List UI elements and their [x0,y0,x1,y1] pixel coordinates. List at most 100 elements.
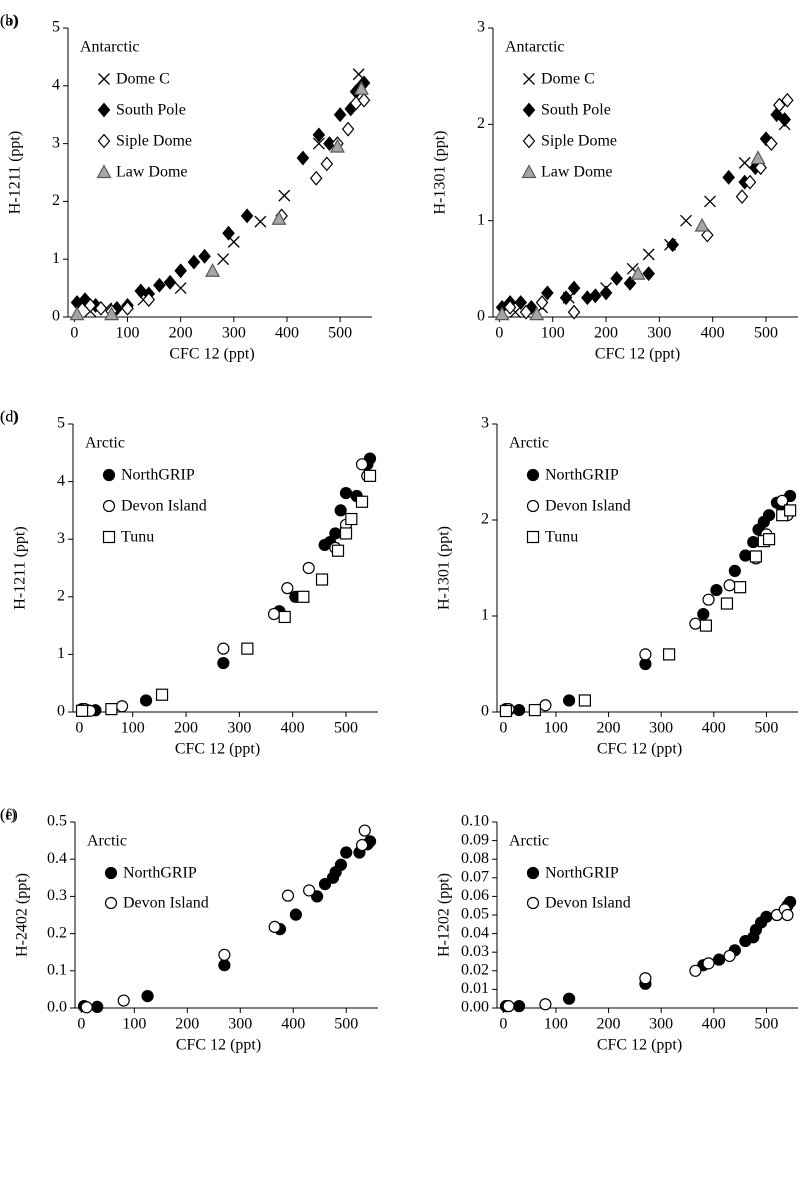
data-point [778,112,791,127]
data-point [142,292,156,308]
legend-marker [96,164,112,179]
data-point [776,494,789,507]
y-tick-label: 0.07 [461,868,489,885]
y-tick-label: 4 [52,76,60,93]
x-tick-label: 0 [495,325,503,342]
data-point [765,136,778,152]
legend-label: Tunu [545,529,578,546]
x-tick-label: 200 [597,1016,621,1033]
data-point [353,80,369,95]
data-point [704,195,716,208]
data-point [345,512,358,526]
data-point [722,169,735,185]
data-point [773,97,786,113]
y-tick-label: 3 [52,134,60,151]
data-point [80,1001,93,1014]
data-point [356,838,369,852]
data-point [689,964,702,977]
data-point [760,910,773,923]
legend-marker [522,133,536,149]
legend-label: Dome C [116,71,170,88]
y-tick-label: 0.02 [461,961,489,978]
legend-marker [526,530,540,544]
data-point [310,890,324,903]
x-tick-label: 300 [649,720,673,737]
data-point [174,282,187,295]
x-tick-label: 200 [174,720,198,737]
data-point [334,504,347,517]
data-point [339,487,353,500]
y-tick-label: 2 [477,115,485,132]
x-tick-label: 100 [541,325,565,342]
x-tick-label: 500 [334,1016,358,1033]
legend-title: Arctic [509,435,549,452]
data-point [302,561,315,575]
data-point [139,694,153,707]
data-point [738,156,751,169]
legend-marker [102,499,116,513]
data-point [218,959,231,972]
x-tick-label: 0 [77,1016,85,1033]
legend-marker [526,499,540,513]
data-point [303,884,316,897]
data-point [241,642,254,655]
x-tick-label: 400 [701,325,725,342]
x-tick-label: 200 [169,325,193,342]
data-point [642,248,655,261]
data-point [735,189,749,205]
y-tick-label: 1 [52,250,60,267]
legend-title: Arctic [87,833,127,850]
data-point [630,265,646,280]
data-point [84,298,97,313]
panel-label: (c) [0,409,18,426]
data-point [539,699,552,712]
data-point [781,92,794,108]
x-tick-label: 300 [649,1016,673,1033]
legend-marker [97,102,111,118]
data-point [75,704,89,717]
data-point [267,607,281,621]
legend-marker [102,530,116,544]
data-point [610,271,623,286]
legend-marker [104,866,118,880]
data-point [528,703,541,717]
legend-marker [526,896,540,910]
x-axis-label: CFC 12 (ppt) [595,346,680,363]
y-tick-label: 0.5 [47,813,67,830]
x-tick-label: 500 [754,1016,778,1033]
data-point [689,617,702,630]
x-tick-label: 100 [544,1016,568,1033]
y-tick-label: 0.0 [47,999,67,1016]
data-point [320,156,334,172]
legend-label: Devon Island [545,498,631,515]
data-point [503,299,517,315]
data-point [217,253,230,266]
data-point [329,138,345,153]
y-tick-label: 0.06 [461,887,489,904]
y-axis-label: H-1211 (ppt) [7,131,24,214]
x-tick-label: 400 [275,325,299,342]
data-point [289,908,302,921]
x-tick-label: 200 [597,720,621,737]
x-tick-label: 400 [281,720,305,737]
data-point [562,694,576,707]
data-point [781,908,794,922]
y-tick-label: 2 [52,192,60,209]
data-point [712,953,726,966]
legend-marker [522,102,536,118]
legend-label: Law Dome [541,164,613,181]
data-point [784,504,797,517]
data-point [749,550,763,563]
y-tick-label: 2 [57,587,65,604]
data-point [535,295,549,310]
data-point [339,527,353,540]
x-axis-label: CFC 12 (ppt) [597,741,682,758]
data-point [355,458,369,471]
y-tick-label: 0.03 [461,943,489,960]
data-point [697,607,710,621]
x-axis-label: CFC 12 (ppt) [176,1037,261,1054]
data-point [734,581,747,594]
x-tick-label: 0 [70,325,78,342]
legend-label: Dome C [541,71,595,88]
